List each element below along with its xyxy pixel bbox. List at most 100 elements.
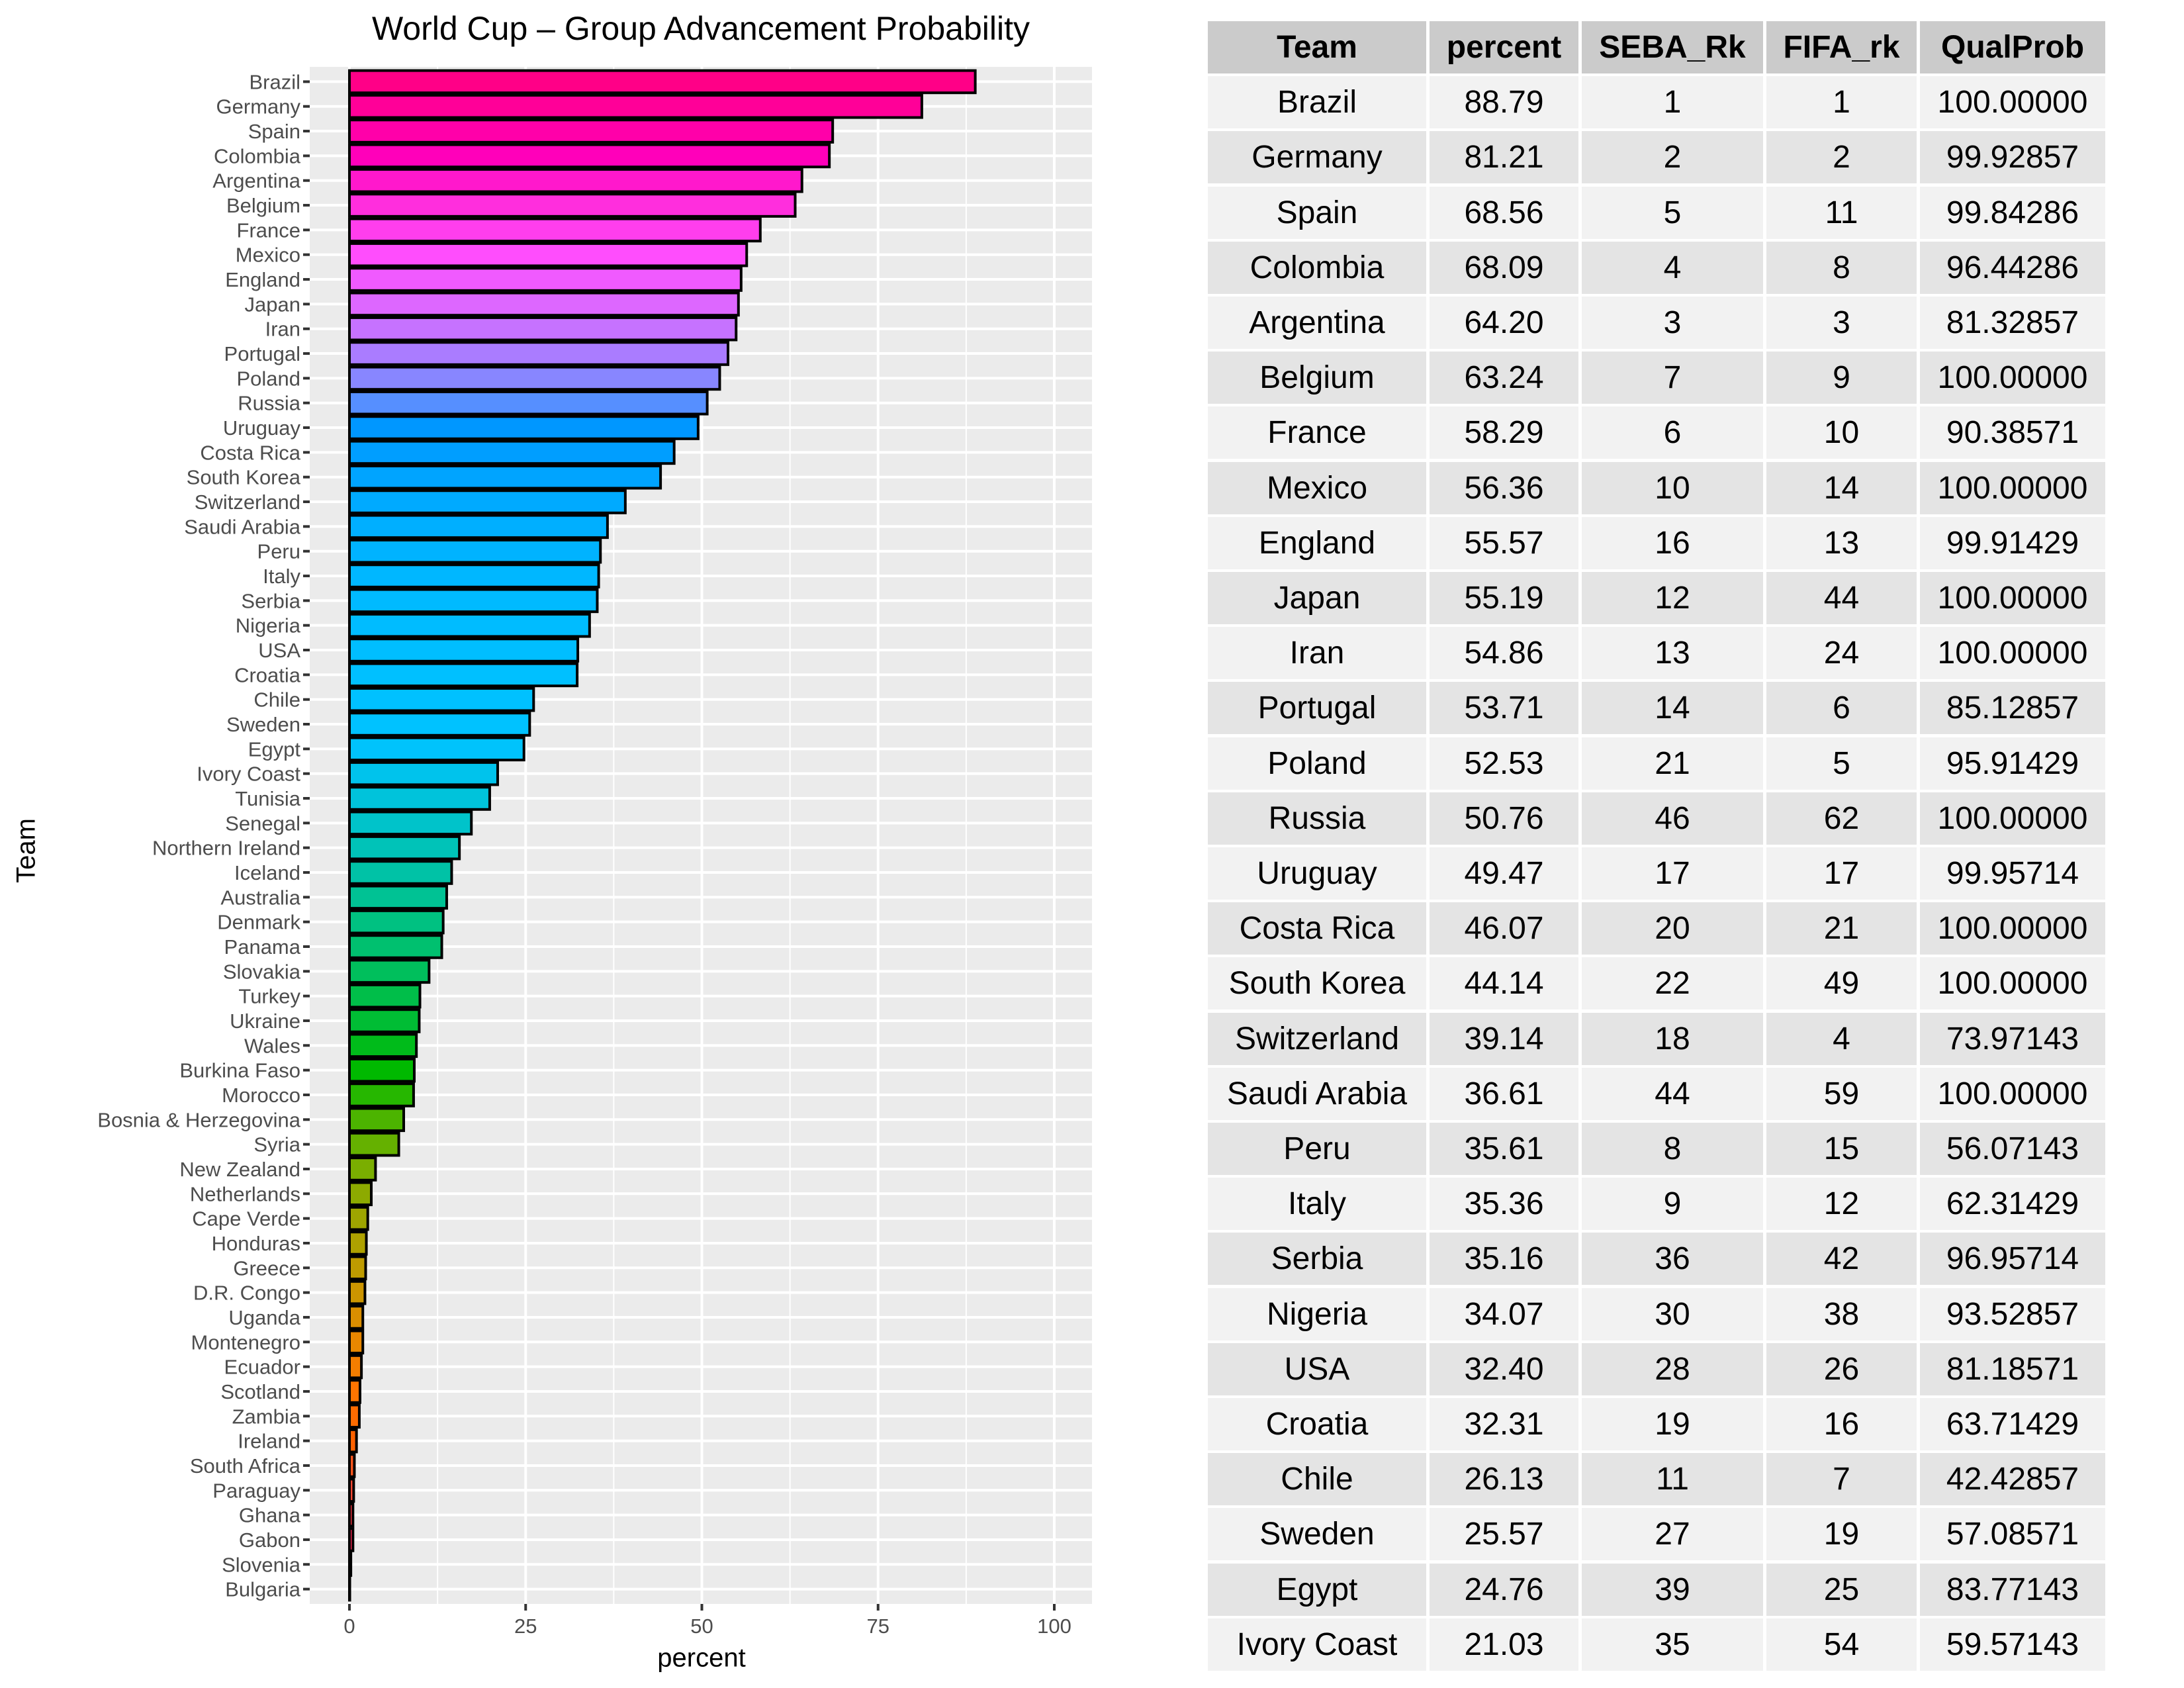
- table-cell: 52.53: [1430, 737, 1578, 790]
- bar: [348, 1576, 351, 1602]
- bar: [348, 1231, 368, 1256]
- y-tick-label: Slovenia: [222, 1553, 301, 1576]
- table-cell: Saudi Arabia: [1208, 1067, 1426, 1120]
- y-tick-label: Uruguay: [223, 416, 301, 440]
- bar: [348, 267, 743, 292]
- y-tick-label: Panama: [224, 935, 301, 959]
- y-tick-label: England: [225, 268, 300, 291]
- y-tick-label: Ecuador: [224, 1356, 300, 1379]
- table-cell: 1: [1766, 76, 1917, 129]
- table-cell: 99.91429: [1920, 516, 2105, 569]
- y-tick-label: Morocco: [222, 1084, 300, 1107]
- y-tick-label: Japan: [245, 293, 300, 316]
- table-cell: 46.07: [1430, 902, 1578, 955]
- x-tick-label: 0: [343, 1615, 355, 1638]
- y-tick-label: Spain: [248, 120, 300, 143]
- table-cell: 36.61: [1430, 1067, 1578, 1120]
- table-cell: 59: [1766, 1067, 1917, 1120]
- table-cell: 3: [1766, 297, 1917, 349]
- table-cell: 11: [1766, 186, 1917, 239]
- y-tick-label: Uganda: [228, 1306, 300, 1329]
- table-cell: 35: [1582, 1618, 1763, 1671]
- table-cell: 63.24: [1430, 352, 1578, 404]
- table-cell: 63.71429: [1920, 1398, 2105, 1450]
- table-cell: 100.00000: [1920, 792, 2105, 845]
- table-cell: Nigeria: [1208, 1288, 1426, 1340]
- table-cell: 100.00000: [1920, 572, 2105, 624]
- table-cell: 11: [1582, 1453, 1763, 1506]
- y-tick-label: Serbia: [241, 589, 300, 612]
- bar: [348, 390, 709, 416]
- table-cell: Costa Rica: [1208, 902, 1426, 955]
- bar: [348, 167, 803, 193]
- table-cell: 44.14: [1430, 957, 1578, 1010]
- bar: [348, 217, 762, 243]
- x-axis-label: percent: [657, 1643, 746, 1673]
- bar: [348, 440, 676, 465]
- bar: [348, 934, 443, 959]
- y-tick-label: Gabon: [239, 1528, 300, 1552]
- y-tick-label: Turkey: [238, 985, 300, 1008]
- table-cell: 9: [1582, 1178, 1763, 1231]
- y-tick-label: Paraguay: [212, 1479, 300, 1502]
- table-cell: 100.00000: [1920, 1067, 2105, 1120]
- table-cell: 16: [1766, 1398, 1917, 1450]
- x-tick-label: 75: [867, 1615, 889, 1638]
- table-cell: 35.61: [1430, 1123, 1578, 1175]
- table-cell: 8: [1766, 241, 1917, 294]
- y-tick-label: Costa Rica: [200, 441, 300, 464]
- table-cell: 99.95714: [1920, 847, 2105, 900]
- y-tick-label: Russia: [238, 392, 301, 415]
- y-tick-label: New Zealand: [179, 1158, 300, 1181]
- bar: [348, 365, 721, 391]
- bar: [348, 1107, 406, 1133]
- table-cell: 9: [1766, 352, 1917, 404]
- table-cell: 88.79: [1430, 76, 1578, 129]
- table-cell: 100.00000: [1920, 627, 2105, 680]
- bar: [348, 514, 609, 539]
- table-cell: Uruguay: [1208, 847, 1426, 900]
- table-cell: 21.03: [1430, 1618, 1578, 1671]
- bar: [348, 118, 835, 144]
- bar: [348, 1131, 400, 1157]
- table-cell: 2: [1582, 131, 1763, 184]
- table-cell: 54: [1766, 1618, 1917, 1671]
- table-cell: 93.52857: [1920, 1288, 2105, 1340]
- table-cell: 10: [1582, 461, 1763, 514]
- table-cell: 44: [1582, 1067, 1763, 1120]
- table-cell: 100.00000: [1920, 902, 2105, 955]
- table-cell: 2: [1766, 131, 1917, 184]
- y-tick-label: Scotland: [220, 1380, 300, 1403]
- y-tick-label: Iceland: [234, 861, 300, 884]
- table-cell: 27: [1582, 1508, 1763, 1561]
- table-cell: 17: [1766, 847, 1917, 900]
- y-tick-label: Greece: [233, 1256, 300, 1280]
- table-cell: 73.97143: [1920, 1012, 2105, 1065]
- table-cell: England: [1208, 516, 1426, 569]
- table-cell: 68.56: [1430, 186, 1578, 239]
- y-tick-label: Saudi Arabia: [184, 515, 301, 538]
- bar: [348, 1527, 355, 1552]
- table-cell: 83.77143: [1920, 1563, 2105, 1616]
- bar: [348, 786, 491, 811]
- table-cell: 24.76: [1430, 1563, 1578, 1616]
- table-cell: 4: [1582, 241, 1763, 294]
- table-cell: 15: [1766, 1123, 1917, 1175]
- table-cell: 96.95714: [1920, 1233, 2105, 1286]
- table-cell: 85.12857: [1920, 682, 2105, 735]
- y-tick-label: Sweden: [226, 713, 300, 736]
- table-cell: 22: [1582, 957, 1763, 1010]
- bar: [348, 810, 473, 836]
- table-cell: 30: [1582, 1288, 1763, 1340]
- table-cell: 32.31: [1430, 1398, 1578, 1450]
- table-cell: France: [1208, 406, 1426, 459]
- table-cell: 96.44286: [1920, 241, 2105, 294]
- table-cell: 57.08571: [1920, 1508, 2105, 1561]
- table-cell: 100.00000: [1920, 76, 2105, 129]
- y-tick-label: Egypt: [248, 737, 301, 761]
- bar: [348, 1502, 355, 1528]
- bar: [348, 1280, 367, 1305]
- y-tick-label: Slovakia: [223, 960, 301, 983]
- table-cell: South Korea: [1208, 957, 1426, 1010]
- y-tick-label: USA: [258, 639, 300, 662]
